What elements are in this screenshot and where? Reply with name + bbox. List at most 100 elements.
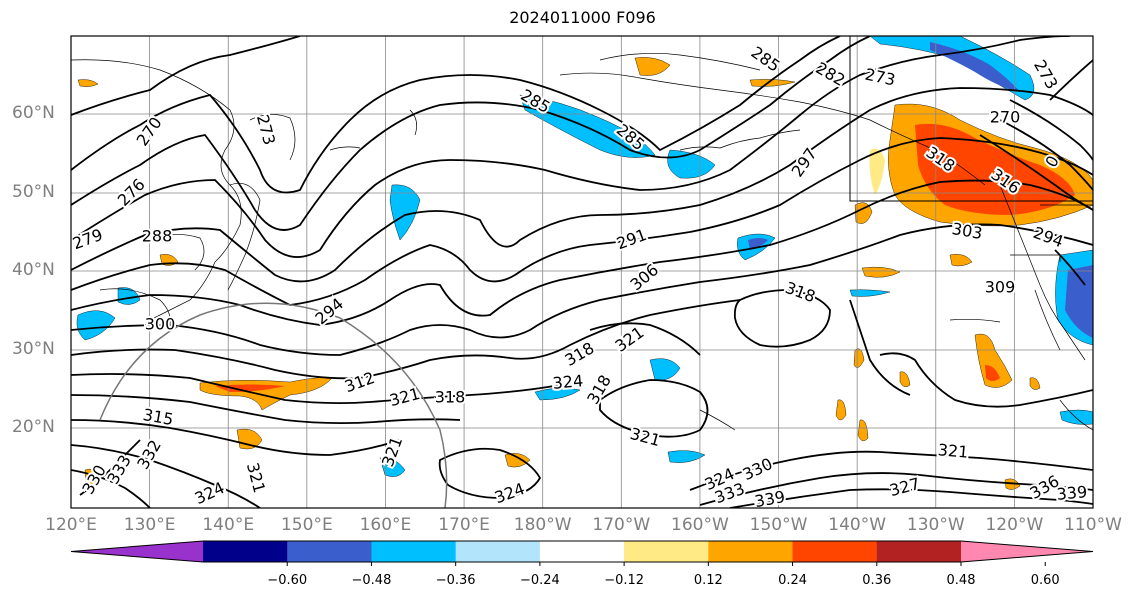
colorbar-segment <box>539 541 625 562</box>
longitude-label: 120°E <box>45 515 97 535</box>
longitude-label: 150°E <box>280 515 333 535</box>
longitude-label: 150°W <box>749 515 808 535</box>
contour-label: 270 <box>990 108 1021 127</box>
positive-anomaly-patch <box>199 377 333 411</box>
contour-label-halo: 270 <box>990 108 1021 127</box>
contour-label: 273 <box>1030 57 1062 93</box>
contour-label: 270 <box>133 113 166 149</box>
longitude-label: 110°W <box>1064 515 1122 535</box>
chart-title: 2024011000 F096 <box>509 8 656 27</box>
positive-anomaly-patch <box>236 428 263 450</box>
contour-label: 309 <box>985 278 1016 297</box>
latitude-label: 30°N <box>12 339 55 359</box>
positive-anomaly-patch <box>853 348 865 368</box>
contour-label: 330 <box>740 454 776 484</box>
contour-label-halo: 309 <box>985 278 1016 297</box>
coastlines <box>71 53 1093 431</box>
contour-label: 288 <box>142 227 173 246</box>
contour-label: 321 <box>388 384 422 410</box>
negative-anomaly-patch <box>117 287 141 305</box>
colorbar-segment <box>876 541 962 562</box>
colorbar-segment <box>203 541 288 562</box>
contour-label: 339 <box>1056 482 1088 504</box>
contour-label: 279 <box>70 225 105 253</box>
latitude-label: 60°N <box>12 103 55 123</box>
contour-label: 324 <box>492 479 527 507</box>
negative-anomaly-patch <box>849 289 891 297</box>
colorbar-segment <box>624 541 709 562</box>
contour-label: 318 <box>562 338 598 370</box>
positive-anomaly-patch <box>854 202 873 224</box>
colorbar-tick-label: 0.24 <box>778 573 808 588</box>
longitude-label: 130°E <box>123 515 176 535</box>
negative-anomaly-patch <box>667 450 706 463</box>
positive-anomaly-patch <box>857 419 869 442</box>
colorbar-tick-label: 0.36 <box>862 573 892 588</box>
contour-label: 300 <box>145 315 176 334</box>
contour-label: 333 <box>103 452 135 488</box>
colorbar-extend-max <box>961 541 1093 562</box>
longitude-label: 170°W <box>592 515 651 535</box>
positive-anomaly-patch <box>215 384 285 392</box>
colorbar-tick-label: −0.24 <box>519 573 560 588</box>
contour-label: 273 <box>863 65 897 90</box>
contour-label: 321 <box>611 323 647 356</box>
longitude-label: 170°E <box>438 515 490 535</box>
positive-anomaly-patch <box>949 254 973 267</box>
latitude-label: 40°N <box>12 260 55 280</box>
colorbar-tick-label: −0.48 <box>351 573 392 588</box>
negative-anomaly-patch <box>379 457 406 477</box>
positive-anomaly-patch <box>899 371 911 388</box>
contour-label: 339 <box>753 487 786 511</box>
contour-label-halo: 339 <box>753 487 786 511</box>
negative-anomaly-patch <box>930 42 1020 92</box>
range-ring <box>99 302 448 508</box>
contour-label: 297 <box>788 144 821 180</box>
colorbar-tick-label: −0.36 <box>435 573 476 588</box>
negative-anomaly-patch <box>389 184 421 241</box>
contour-label: 321 <box>937 440 969 462</box>
negative-anomaly-patch <box>649 358 681 381</box>
colorbar-segment <box>371 541 457 562</box>
positive-anomaly-patch <box>985 365 1000 381</box>
negative-anomaly-patch <box>76 310 116 341</box>
latitude-label: 50°N <box>12 182 55 202</box>
contour-label: 312 <box>342 368 377 396</box>
longitude-label: 160°E <box>359 515 412 535</box>
contour-label: 318 <box>783 278 818 306</box>
colorbar <box>70 540 1094 566</box>
colorbar-segment <box>287 541 372 562</box>
positive-anomaly-patch <box>1029 377 1041 390</box>
contour-label: 273 <box>253 113 279 147</box>
longitude-label: 180°W <box>513 515 572 535</box>
colorbar-tick-label: 0.60 <box>1030 573 1060 588</box>
contour-lines <box>71 36 1093 508</box>
longitude-label: 140°E <box>202 515 255 535</box>
longitude-label: 140°W <box>828 515 887 535</box>
positive-anomaly-patch <box>915 123 1075 215</box>
negative-anomaly-patch <box>1059 409 1093 425</box>
negative-anomaly-patch <box>748 238 768 250</box>
colorbar-tick-label: 0.48 <box>946 573 976 588</box>
contour-label: 318 <box>435 388 466 407</box>
positive-anomaly-patch <box>861 266 901 278</box>
contour-label: 318 <box>583 372 615 408</box>
contour-label: 321 <box>378 434 406 469</box>
colorbar-tick-label: −0.60 <box>267 573 308 588</box>
longitude-label: 130°W <box>906 515 965 535</box>
colorbar-segment <box>455 541 541 562</box>
longitude-label: 120°W <box>985 515 1044 535</box>
colorbar-segment <box>708 541 794 562</box>
positive-anomaly-patch <box>869 148 885 195</box>
contour-label: 294 <box>1031 223 1066 251</box>
contour-label-halo: 288 <box>142 227 173 246</box>
contour-label: 324 <box>192 478 228 508</box>
positive-anomaly-patch <box>974 333 1013 388</box>
colorbar-segment <box>792 541 878 562</box>
positive-anomaly-patch <box>77 79 99 87</box>
map-frame <box>70 35 1094 509</box>
longitude-label: 160°W <box>671 515 729 535</box>
contour-label: 321 <box>243 461 269 495</box>
contour-label: 324 <box>552 371 584 393</box>
